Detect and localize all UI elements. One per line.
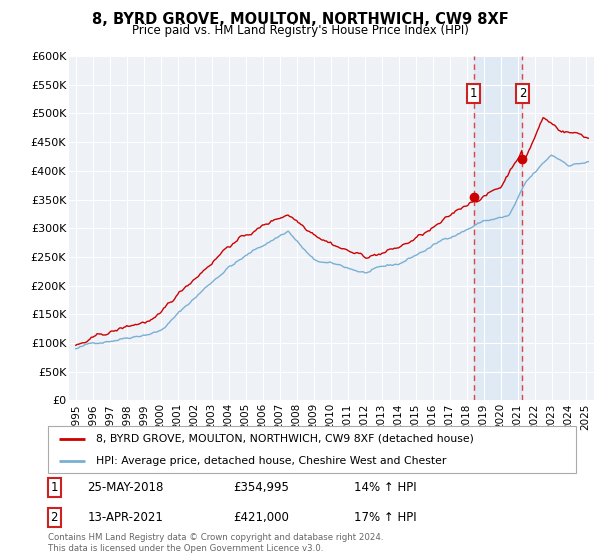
Text: 1: 1 [50, 481, 58, 494]
Text: £421,000: £421,000 [233, 511, 289, 524]
FancyBboxPatch shape [48, 426, 576, 473]
Text: 13-APR-2021: 13-APR-2021 [88, 511, 163, 524]
Text: 1: 1 [470, 87, 478, 100]
Text: 2: 2 [50, 511, 58, 524]
Text: 8, BYRD GROVE, MOULTON, NORTHWICH, CW9 8XF (detached house): 8, BYRD GROVE, MOULTON, NORTHWICH, CW9 8… [95, 434, 473, 444]
Text: 8, BYRD GROVE, MOULTON, NORTHWICH, CW9 8XF: 8, BYRD GROVE, MOULTON, NORTHWICH, CW9 8… [92, 12, 508, 27]
Text: Contains HM Land Registry data © Crown copyright and database right 2024.
This d: Contains HM Land Registry data © Crown c… [48, 533, 383, 553]
Bar [474, 56, 523, 400]
Text: 25-MAY-2018: 25-MAY-2018 [88, 481, 164, 494]
Text: 2: 2 [519, 87, 526, 100]
Text: Price paid vs. HM Land Registry's House Price Index (HPI): Price paid vs. HM Land Registry's House … [131, 24, 469, 36]
Text: £354,995: £354,995 [233, 481, 289, 494]
Text: 14% ↑ HPI: 14% ↑ HPI [354, 481, 417, 494]
Text: 17% ↑ HPI: 17% ↑ HPI [354, 511, 417, 524]
Text: HPI: Average price, detached house, Cheshire West and Chester: HPI: Average price, detached house, Ches… [95, 456, 446, 466]
